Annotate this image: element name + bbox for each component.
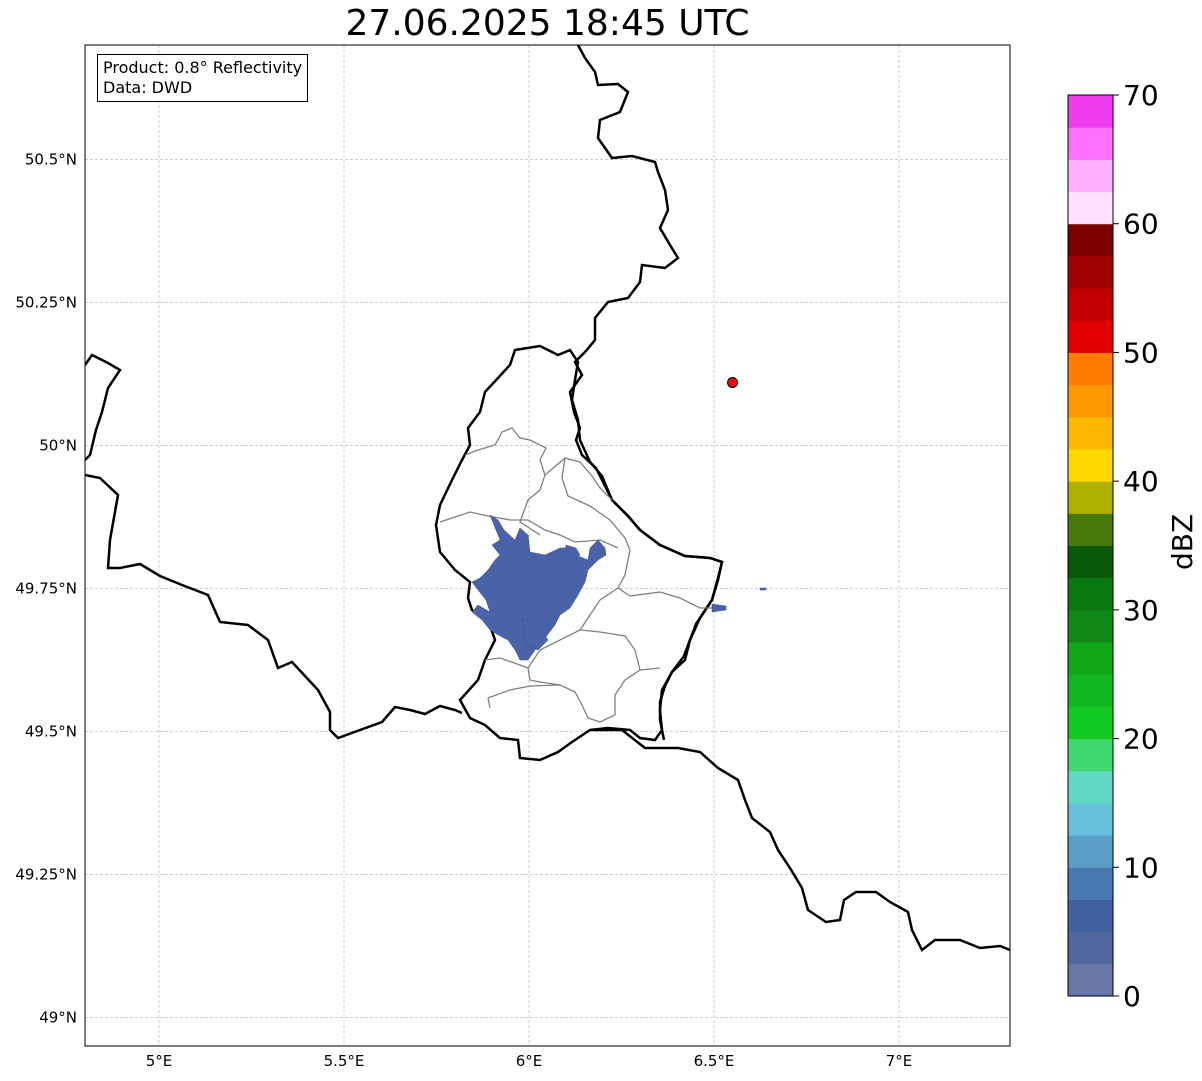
colorbar-segment [1068, 159, 1113, 193]
x-tick-label: 6.5°E [694, 1052, 735, 1070]
border-belgium-france [85, 473, 463, 740]
colorbar-label: dBZ [1166, 513, 1199, 570]
colorbar-frame [1067, 94, 1114, 997]
colorbar-segment [1068, 223, 1113, 257]
y-tick-label: 49°N [39, 1008, 77, 1026]
map-title: 27.06.2025 18:45 UTC [345, 3, 750, 44]
x-tick-label: 5.5°E [324, 1052, 365, 1070]
x-tick-label: 7°E [886, 1052, 913, 1070]
colorbar-segment [1068, 448, 1113, 482]
colorbar-segment [1068, 674, 1113, 707]
colorbar-segment [1068, 288, 1113, 321]
colorbar-segment [1068, 931, 1113, 965]
colorbar-segment [1068, 802, 1113, 836]
colorbar-segment [1068, 738, 1113, 772]
border-germany-east [568, 45, 724, 741]
y-tick-label: 50.5°N [25, 150, 77, 168]
border-luxembourg [434, 344, 724, 762]
y-tick-label: 49.75°N [15, 579, 77, 597]
colorbar-tick-label: 70 [1123, 80, 1159, 112]
colorbar-segment [1068, 706, 1113, 740]
product-label: Product: 0.8° Reflectivity [103, 58, 303, 77]
colorbar-segment [1068, 899, 1113, 933]
colorbar-tick-label: 0 [1123, 980, 1141, 1013]
colorbar-segment [1068, 513, 1113, 546]
colorbar: 0 10 20 30 40 50 60 70 [1067, 80, 1159, 1013]
axis-ticks: 5°E 5.5°E 6°E 6.5°E 7°E 50.5°N 50.25°N 50°N 49.7… [15, 150, 912, 1070]
colorbar-segment [1068, 255, 1113, 289]
radar-site-marker [727, 376, 738, 388]
colorbar-segment [1068, 320, 1113, 353]
colorbar-segment [1068, 384, 1113, 418]
border-germany-france [592, 728, 1010, 952]
colorbar-tick-label: 50 [1123, 336, 1159, 369]
district-borders [439, 427, 712, 723]
y-tick-label: 50°N [39, 436, 77, 454]
y-tick-label: 49.5°N [25, 722, 77, 740]
colorbar-tick-label: 40 [1123, 465, 1159, 498]
colorbar-segment [1068, 577, 1113, 611]
data-source-label: Data: DWD [103, 78, 193, 97]
colorbar-segment [1068, 191, 1113, 225]
colorbar-tick-label: 20 [1123, 723, 1159, 756]
colorbar-tick-label: 10 [1123, 851, 1159, 884]
y-tick-label: 50.25°N [15, 293, 77, 311]
plot-frame [84, 44, 1011, 1047]
colorbar-tick-label: 30 [1123, 594, 1159, 627]
colorbar-segment [1068, 867, 1113, 900]
colorbar-segment [1068, 352, 1113, 386]
colorbar-segment [1068, 609, 1113, 643]
reflectivity-echoes [471, 514, 767, 661]
colorbar-segment [1068, 416, 1113, 450]
colorbar-tick-label: 60 [1123, 208, 1159, 241]
colorbar-segment [1068, 95, 1113, 128]
y-tick-label: 49.25°N [15, 865, 77, 883]
x-tick-label: 5°E [146, 1052, 173, 1070]
x-tick-label: 6°E [516, 1052, 543, 1070]
colorbar-segment [1068, 963, 1113, 997]
colorbar-segment [1068, 481, 1113, 514]
colorbar-segment [1068, 835, 1113, 868]
colorbar-segment [1068, 127, 1113, 160]
colorbar-segment [1068, 770, 1113, 804]
colorbar-segment [1068, 545, 1113, 579]
info-box: Product: 0.8° Reflectivity Data: DWD [97, 54, 309, 102]
border-belgium-west [85, 353, 122, 461]
colorbar-segment [1068, 642, 1113, 675]
gridlines [85, 45, 1010, 1046]
